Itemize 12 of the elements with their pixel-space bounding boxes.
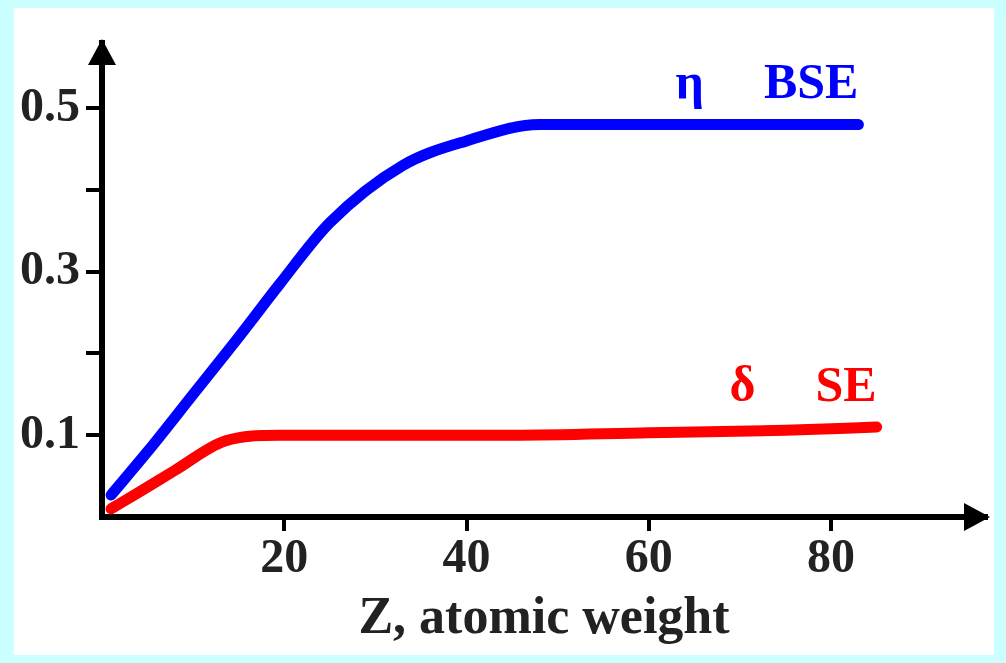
y-tick-label: 0.5 <box>20 77 80 131</box>
x-axis-title: Z, atomic weight <box>358 587 731 645</box>
series-label: SE <box>815 355 877 412</box>
x-tick-label: 20 <box>260 529 309 583</box>
series-label: BSE <box>763 53 859 110</box>
x-tick-label: 60 <box>624 529 673 583</box>
y-tick-label: 0.3 <box>20 241 80 295</box>
annotation: η <box>675 53 704 110</box>
x-tick-label: 80 <box>807 529 856 583</box>
annotation: δ <box>729 355 756 412</box>
x-tick-label: 40 <box>442 529 491 583</box>
y-tick-label: 0.1 <box>20 404 80 458</box>
